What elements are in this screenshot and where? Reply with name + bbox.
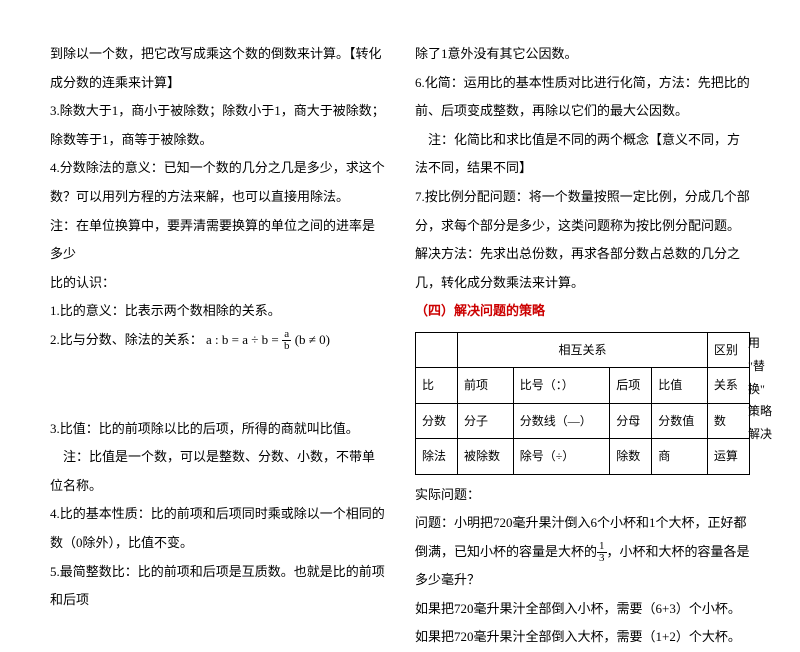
side-label: 解决 [748, 423, 772, 446]
formula-tail: (b ≠ 0) [295, 332, 330, 347]
text-line: 注：在单位换算中，要弄清需要换算的单位之间的进率是多少 [50, 212, 385, 269]
text-line: 解决方法：先求出总份数，再求各部分数占总数的几分之几，转化成分数乘法来计算。 [415, 240, 750, 297]
cell: 除号（÷） [513, 439, 610, 474]
two-column-layout: 到除以一个数，把它改写成乘这个数的倒数来计算。【转化成分数的连乘来计算】 3.除… [50, 40, 750, 652]
cell: 商 [652, 439, 708, 474]
table-row: 相互关系 区别 [416, 332, 750, 367]
cell: 区别 [707, 332, 749, 367]
cell: 后项 [610, 368, 652, 403]
text-line: 6.化简：运用比的基本性质对比进行化简，方法：先把比的前、后项变成整数，再除以它… [415, 69, 750, 126]
right-column: 除了1意外没有其它公因数。 6.化简：运用比的基本性质对比进行化简，方法：先把比… [415, 40, 750, 652]
side-label: 换" [748, 378, 772, 401]
text-line: 5.最简整数比：比的前项和后项是互质数。也就是比的前项和后项 [50, 558, 385, 615]
side-labels: 用 "替 换" 策略 解决 [748, 332, 772, 446]
fraction: 13 [597, 541, 607, 564]
cell: 数 [707, 403, 749, 438]
side-label: 策略 [748, 400, 772, 423]
cell: 分母 [610, 403, 652, 438]
cell: 比值 [652, 368, 708, 403]
text: 2.比与分数、除法的关系： [50, 332, 203, 347]
cell: 运算 [707, 439, 749, 474]
side-label: 用 [748, 332, 772, 355]
text-line: 实际问题： [415, 481, 750, 510]
text-line: 4.分数除法的意义：已知一个数的几分之几是多少，求这个数？可以用列方程的方法来解… [50, 154, 385, 211]
text-line: 3.除数大于1，商小于被除数；除数小于1，商大于被除数；除数等于1，商等于被除数… [50, 97, 385, 154]
side-label: "替 [748, 355, 772, 378]
cell: 分数值 [652, 403, 708, 438]
cell: 分数 [416, 403, 458, 438]
formula-line: 2.比与分数、除法的关系： a : b = a ÷ b = a b (b ≠ 0… [50, 326, 385, 355]
table-wrapper: 相互关系 区别 比 前项 比号（：） 后项 比值 关系 分数 分子 分数线（—）… [415, 332, 750, 475]
cell: 分数线（—） [513, 403, 610, 438]
formula: a : b = a ÷ b = [206, 332, 279, 347]
text-line: 问题：小明把720毫升果汁倒入6个小杯和1个大杯，正好都倒满，已知小杯的容量是大… [415, 509, 750, 595]
cell: 关系 [707, 368, 749, 403]
text-line: 除了1意外没有其它公因数。 [415, 40, 750, 69]
text-line: 1.比的意义：比表示两个数相除的关系。 [50, 297, 385, 326]
cell: 分子 [458, 403, 514, 438]
cell: 前项 [458, 368, 514, 403]
comparison-table: 相互关系 区别 比 前项 比号（：） 后项 比值 关系 分数 分子 分数线（—）… [415, 332, 750, 475]
cell [416, 332, 458, 367]
cell: 被除数 [458, 439, 514, 474]
text-line: 注：比值是一个数，可以是整数、分数、小数，不带单位名称。 [50, 443, 385, 500]
text-line: 如果把720毫升果汁全部倒入大杯，需要（1+2）个大杯。 [415, 623, 750, 652]
denominator: 3 [597, 553, 607, 564]
cell: 除法 [416, 439, 458, 474]
text-line: 4.比的基本性质：比的前项和后项同时乘或除以一个相同的数（0除外），比值不变。 [50, 500, 385, 557]
cell: 除数 [610, 439, 652, 474]
table-row: 分数 分子 分数线（—） 分母 分数值 数 [416, 403, 750, 438]
text-line: 7.按比例分配问题：将一个数量按照一定比例，分成几个部分，求每个部分是多少，这类… [415, 183, 750, 240]
text-line: 到除以一个数，把它改写成乘这个数的倒数来计算。【转化成分数的连乘来计算】 [50, 40, 385, 97]
denominator: b [282, 341, 292, 352]
text-line: 注：化简比和求比值是不同的两个概念【意义不同，方法不同，结果不同】 [415, 126, 750, 183]
table-row: 除法 被除数 除号（÷） 除数 商 运算 [416, 439, 750, 474]
cell: 相互关系 [458, 332, 708, 367]
spacer [50, 355, 385, 415]
section-heading: （四）解决问题的策略 [415, 297, 750, 326]
text-line: 比的认识： [50, 269, 385, 298]
table-row: 比 前项 比号（：） 后项 比值 关系 [416, 368, 750, 403]
cell: 比 [416, 368, 458, 403]
fraction: a b [282, 329, 292, 352]
cell: 比号（：） [513, 368, 610, 403]
left-column: 到除以一个数，把它改写成乘这个数的倒数来计算。【转化成分数的连乘来计算】 3.除… [50, 40, 385, 652]
text-line: 3.比值：比的前项除以比的后项，所得的商就叫比值。 [50, 415, 385, 444]
text-line: 如果把720毫升果汁全部倒入小杯，需要（6+3）个小杯。 [415, 595, 750, 624]
